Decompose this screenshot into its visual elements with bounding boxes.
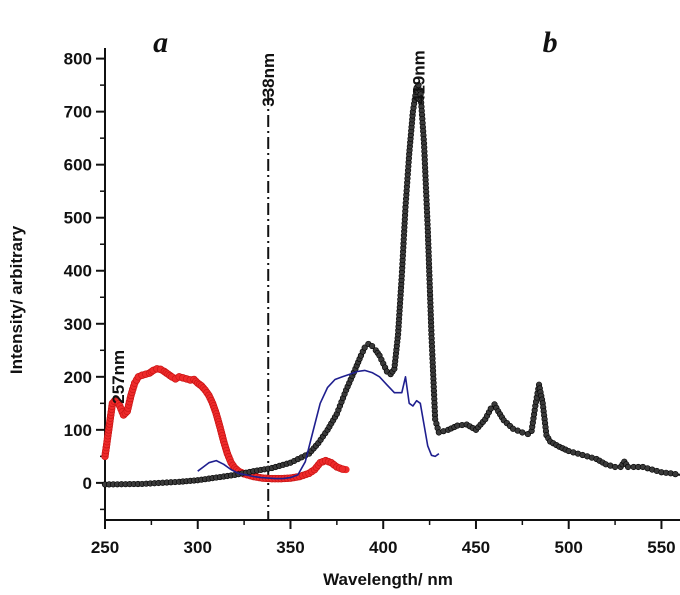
annotations: a b 257nm 338nm 419nm	[109, 26, 558, 404]
axes	[104, 48, 680, 521]
black-series-point	[368, 342, 376, 350]
y-tick-label: 200	[64, 368, 92, 387]
panel-label-b: b	[543, 26, 558, 59]
panel-label-a: a	[153, 26, 168, 59]
black-series-point	[624, 463, 632, 471]
annotation-label: 419nm	[410, 50, 429, 104]
y-tick-label: 100	[64, 421, 92, 440]
x-tick-label: 350	[276, 538, 304, 557]
black-series-point	[415, 82, 422, 89]
y-tick-label: 800	[64, 50, 92, 69]
tick-labels: 250 300 350 400 450 500 550 0 100 200 300 400 500 600…	[64, 50, 676, 557]
x-tick-label: 400	[369, 538, 397, 557]
red-series-point	[338, 465, 347, 473]
y-tick-label: 400	[64, 262, 92, 281]
black-series-point	[611, 463, 619, 471]
x-tick-label: 500	[555, 538, 583, 557]
annotation-label: 257nm	[109, 350, 128, 404]
y-axis-title: Intensity/ arbitrary	[7, 225, 26, 374]
y-tick-label: 0	[83, 474, 92, 493]
x-tick-label: 450	[462, 538, 490, 557]
y-tick-label: 500	[64, 209, 92, 228]
blue-series-line	[197, 369, 440, 480]
black-series-point	[672, 471, 679, 478]
y-tick-label: 300	[64, 315, 92, 334]
x-tick-label: 250	[91, 538, 119, 557]
red-series-line	[101, 365, 350, 483]
black-series-line	[104, 84, 680, 486]
x-axis-title: Wavelength/ nm	[323, 570, 453, 589]
tick-marks	[96, 57, 663, 529]
y-tick-label: 700	[64, 103, 92, 122]
x-tick-label: 550	[647, 538, 675, 557]
black-series-point	[361, 344, 368, 351]
x-tick-label: 300	[184, 538, 212, 557]
black-series-point	[519, 429, 526, 436]
y-tick-label: 600	[64, 156, 92, 175]
data-series	[101, 82, 680, 488]
annotation-label: 338nm	[259, 53, 278, 107]
